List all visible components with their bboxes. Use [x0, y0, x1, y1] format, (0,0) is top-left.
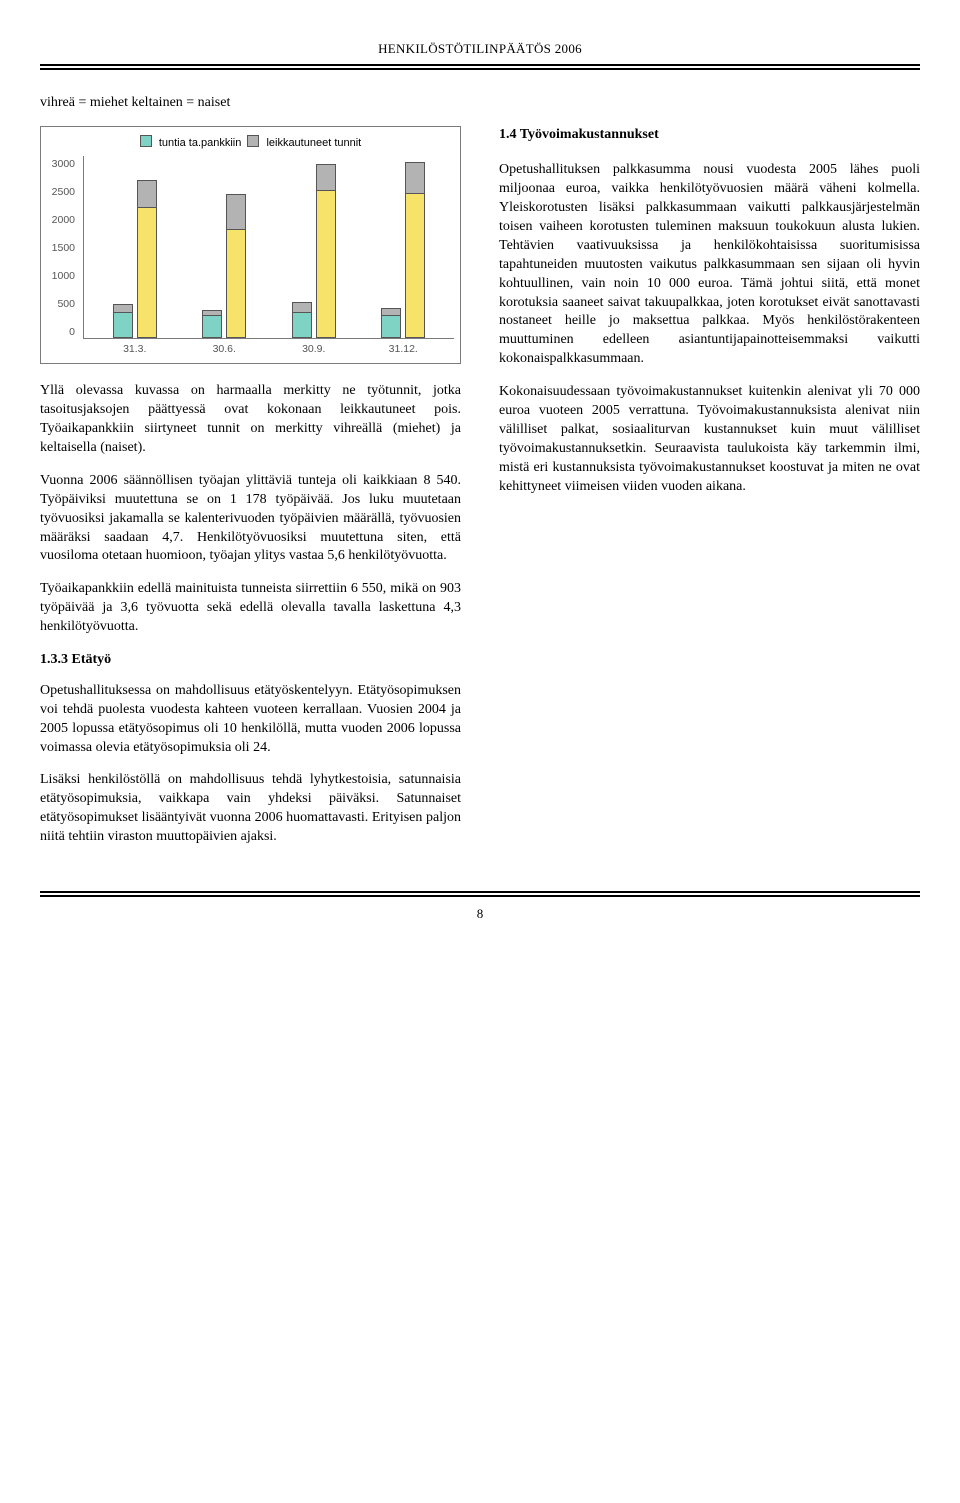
- bar: [226, 194, 246, 338]
- bar-segment-bank: [382, 315, 400, 337]
- bar: [316, 164, 336, 338]
- ytick: 500: [47, 297, 75, 311]
- bar-segment-bank: [227, 229, 245, 337]
- footer-rule: [40, 891, 920, 897]
- bar: [113, 304, 133, 339]
- color-legend-text: vihreä = miehet keltainen = naiset: [40, 94, 920, 113]
- header-rule: [40, 64, 920, 70]
- body-text: Opetushallituksen palkkasumma nousi vuod…: [499, 161, 920, 369]
- bar-segment-cut: [227, 195, 245, 229]
- x-label: 31.12.: [359, 338, 449, 356]
- ytick: 2500: [47, 185, 75, 199]
- body-text: Kokonaisuudessaan työvoimakustannukset k…: [499, 383, 920, 496]
- y-axis: 3000 2500 2000 1500 1000 500 0: [47, 157, 81, 339]
- bar-group: 31.3.: [90, 180, 180, 339]
- section-heading: 1.4 Työvoimakustannukset: [499, 126, 920, 145]
- bar-segment-cut: [114, 305, 132, 312]
- legend-item: leikkautuneet tunnit: [247, 135, 361, 151]
- bar: [405, 162, 425, 339]
- bar-segment-bank: [138, 207, 156, 337]
- bar-segment-bank: [293, 312, 311, 337]
- hours-chart: tuntia ta.pankkiin leikkautuneet tunnit …: [40, 126, 461, 364]
- ytick: 1000: [47, 269, 75, 283]
- legend-swatch-bank: [140, 135, 152, 147]
- legend-label: tuntia ta.pankkiin: [159, 137, 242, 149]
- bar: [202, 310, 222, 339]
- bar-segment-bank: [203, 315, 221, 337]
- body-text: Lisäksi henkilöstöllä on mahdollisuus te…: [40, 771, 461, 847]
- body-text: Työaikapankkiin edellä mainituista tunne…: [40, 580, 461, 637]
- bar-group: 30.9.: [269, 164, 359, 338]
- bar-segment-bank: [114, 312, 132, 337]
- chart-legend: tuntia ta.pankkiin leikkautuneet tunnit: [47, 135, 454, 151]
- ytick: 3000: [47, 157, 75, 171]
- bar: [381, 308, 401, 338]
- bar-group: 30.6.: [180, 194, 270, 338]
- subsection-heading: 1.3.3 Etätyö: [40, 651, 461, 670]
- bar: [137, 180, 157, 339]
- bar-segment-cut: [406, 163, 424, 193]
- ytick: 2000: [47, 213, 75, 227]
- legend-label: leikkautuneet tunnit: [266, 137, 361, 149]
- bar-segment-cut: [317, 165, 335, 190]
- bar-segment-bank: [406, 193, 424, 337]
- legend-swatch-cut: [247, 135, 259, 147]
- bar-group: 31.12.: [359, 162, 449, 339]
- bar-segment-cut: [293, 303, 311, 311]
- legend-item: tuntia ta.pankkiin: [140, 135, 242, 151]
- page-number: 8: [40, 905, 920, 923]
- plot-area: 31.3.30.6.30.9.31.12.: [83, 156, 454, 339]
- ytick: 1500: [47, 241, 75, 255]
- x-label: 30.6.: [180, 338, 270, 356]
- bar-segment-cut: [138, 181, 156, 207]
- body-text: Yllä olevassa kuvassa on harmaalla merki…: [40, 382, 461, 458]
- page-header: HENKILÖSTÖTILINPÄÄTÖS 2006: [40, 40, 920, 64]
- ytick: 0: [47, 325, 75, 339]
- bar-segment-bank: [317, 190, 335, 337]
- x-label: 31.3.: [90, 338, 180, 356]
- x-label: 30.9.: [269, 338, 359, 356]
- bar: [292, 302, 312, 338]
- body-text: Vuonna 2006 säännöllisen työajan ylittäv…: [40, 472, 461, 566]
- body-text: Opetushallituksessa on mahdollisuus etät…: [40, 682, 461, 758]
